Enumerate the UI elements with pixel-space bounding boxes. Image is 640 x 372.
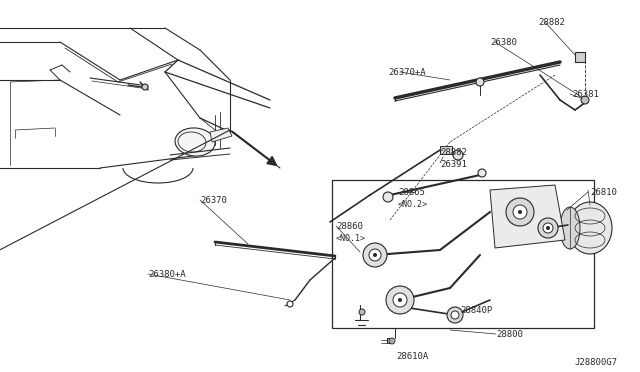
Circle shape [389, 338, 395, 344]
Circle shape [373, 253, 377, 257]
Circle shape [506, 198, 534, 226]
Circle shape [478, 169, 486, 177]
Bar [575, 52, 585, 62]
Polygon shape [210, 128, 232, 142]
Circle shape [447, 307, 463, 323]
Circle shape [581, 96, 589, 104]
Circle shape [513, 205, 527, 219]
Text: 26810: 26810 [590, 188, 617, 197]
Circle shape [451, 311, 459, 319]
Circle shape [453, 150, 463, 160]
Text: 26370+A: 26370+A [388, 68, 426, 77]
Text: 28840P: 28840P [460, 306, 492, 315]
Ellipse shape [175, 128, 215, 156]
Circle shape [359, 309, 365, 315]
Ellipse shape [560, 207, 580, 249]
Text: 28882: 28882 [440, 148, 467, 157]
Bar [332, 180, 594, 328]
Text: 28882: 28882 [538, 18, 565, 27]
Circle shape [398, 298, 402, 302]
Text: 26381: 26381 [572, 90, 599, 99]
Circle shape [518, 210, 522, 214]
Circle shape [476, 78, 484, 86]
Text: 28865: 28865 [398, 188, 425, 197]
Text: <NO.1>: <NO.1> [336, 234, 366, 243]
Text: 28610A: 28610A [396, 352, 428, 361]
Text: 28860: 28860 [336, 222, 363, 231]
Text: J28800G7: J28800G7 [574, 358, 617, 367]
Circle shape [386, 286, 414, 314]
Circle shape [142, 84, 148, 90]
Text: 28800: 28800 [496, 330, 523, 339]
Circle shape [363, 243, 387, 267]
Circle shape [546, 226, 550, 230]
Bar [387, 338, 393, 343]
Text: 26391: 26391 [440, 160, 467, 169]
Text: 26370: 26370 [200, 196, 227, 205]
Bar [440, 146, 452, 154]
Circle shape [369, 249, 381, 261]
Circle shape [393, 293, 407, 307]
Circle shape [383, 192, 393, 202]
Circle shape [543, 223, 553, 233]
Ellipse shape [568, 202, 612, 254]
Polygon shape [490, 185, 565, 248]
Text: 26380: 26380 [490, 38, 517, 47]
Text: 26380+A: 26380+A [148, 270, 186, 279]
Text: <NO.2>: <NO.2> [398, 200, 428, 209]
Circle shape [287, 301, 293, 307]
Circle shape [538, 218, 558, 238]
